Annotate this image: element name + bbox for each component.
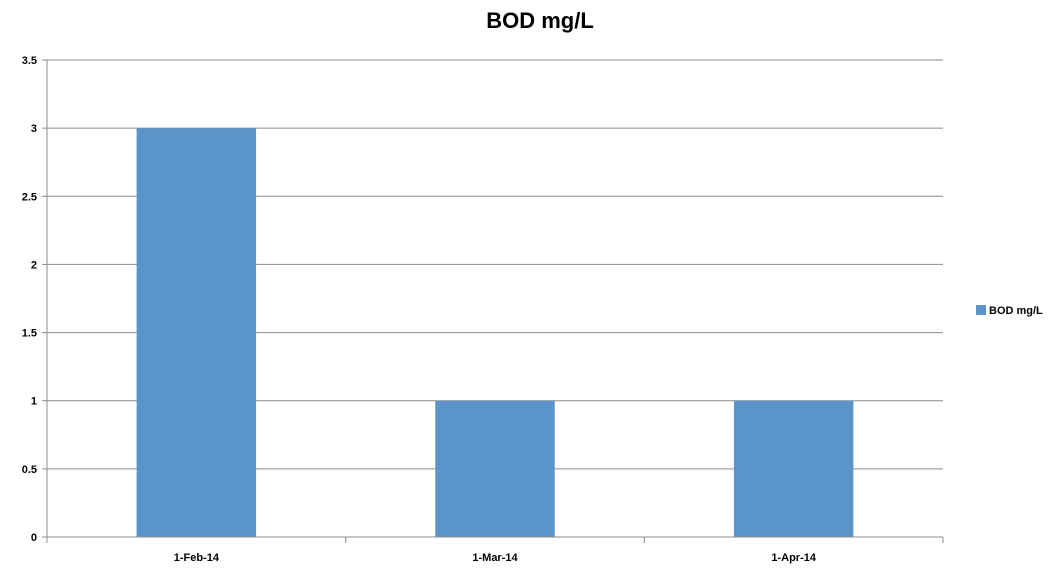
bars	[136, 128, 854, 537]
legend-label: BOD mg/L	[989, 305, 1043, 317]
y-tick-label: 0.5	[22, 464, 37, 476]
y-tick-label: 1	[31, 396, 37, 408]
chart-title: BOD mg/L	[486, 8, 594, 33]
y-axis-tick-labels: 0 0.5 1 1.5 2 2.5 3 3.5	[22, 55, 37, 544]
x-tick-label: 1-Feb-14	[174, 552, 220, 564]
y-tick-label: 2	[31, 259, 37, 271]
x-tick-label: 1-Apr-14	[771, 552, 817, 564]
y-tick-label: 3.5	[22, 55, 37, 67]
legend: BOD mg/L	[976, 305, 1043, 317]
axes	[46, 60, 943, 538]
x-axis-tick-labels: 1-Feb-14 1-Mar-14 1-Apr-14	[46, 537, 944, 564]
bar	[136, 128, 257, 537]
bar	[733, 400, 854, 537]
y-tick-label: 0	[31, 532, 37, 544]
y-tick-label: 2.5	[22, 191, 37, 203]
y-tick-label: 3	[31, 123, 37, 135]
legend-swatch	[976, 305, 986, 315]
y-tick-label: 1.5	[22, 328, 37, 340]
x-tick-label: 1-Mar-14	[472, 552, 518, 564]
bar	[435, 400, 555, 537]
